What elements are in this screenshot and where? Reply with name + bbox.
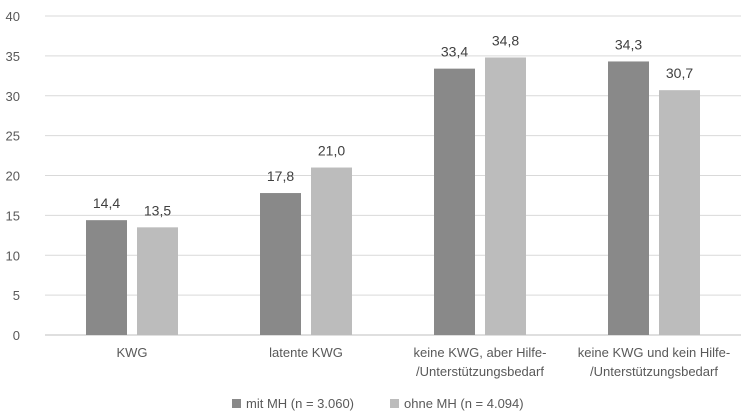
bars <box>86 57 700 336</box>
y-tick-label: 25 <box>6 129 20 144</box>
category-label: keine KWG, aber Hilfe- <box>414 345 547 360</box>
bar <box>608 61 649 336</box>
category-label: /Unterstützungsbedarf <box>590 364 718 379</box>
y-tick-label: 40 <box>6 9 20 24</box>
bar <box>260 193 301 335</box>
bar <box>659 90 700 335</box>
data-label: 34,3 <box>615 36 642 52</box>
data-label: 30,7 <box>666 65 693 81</box>
legend-label: mit MH (n = 3.060) <box>246 396 354 411</box>
y-tick-label: 10 <box>6 248 20 263</box>
y-tick-label: 0 <box>13 328 20 343</box>
data-label: 17,8 <box>267 168 294 184</box>
bar <box>86 220 127 335</box>
y-tick-label: 20 <box>6 169 20 184</box>
legend: mit MH (n = 3.060) ohne MH (n = 4.094) <box>232 396 524 411</box>
bar <box>311 167 352 335</box>
data-label: 21,0 <box>318 143 345 159</box>
data-label: 13,5 <box>144 202 171 218</box>
category-labels: KWG latente KWG keine KWG, aber Hilfe- /Unt… <box>116 345 730 379</box>
y-tick-label: 30 <box>6 89 20 104</box>
bar <box>434 68 475 335</box>
y-tick-label: 35 <box>6 49 20 64</box>
bar <box>137 227 178 335</box>
y-axis-ticks: 0 5 10 15 20 25 30 35 40 <box>6 9 20 343</box>
data-label: 14,4 <box>93 195 120 211</box>
legend-swatch <box>232 399 241 408</box>
legend-label: ohne MH (n = 4.094) <box>404 396 524 411</box>
data-label: 33,4 <box>441 44 468 60</box>
y-tick-label: 5 <box>13 288 20 303</box>
y-tick-label: 15 <box>6 208 20 223</box>
category-label: keine KWG und kein Hilfe- <box>578 345 730 360</box>
bar <box>485 57 526 335</box>
category-label: latente KWG <box>269 345 343 360</box>
data-labels: 14,4 13,5 17,8 21,0 33,4 34,8 34,3 30,7 <box>93 32 693 218</box>
category-label: /Unterstützungsbedarf <box>416 364 544 379</box>
data-label: 34,8 <box>492 32 519 48</box>
category-label: KWG <box>116 345 147 360</box>
legend-swatch <box>390 399 399 408</box>
